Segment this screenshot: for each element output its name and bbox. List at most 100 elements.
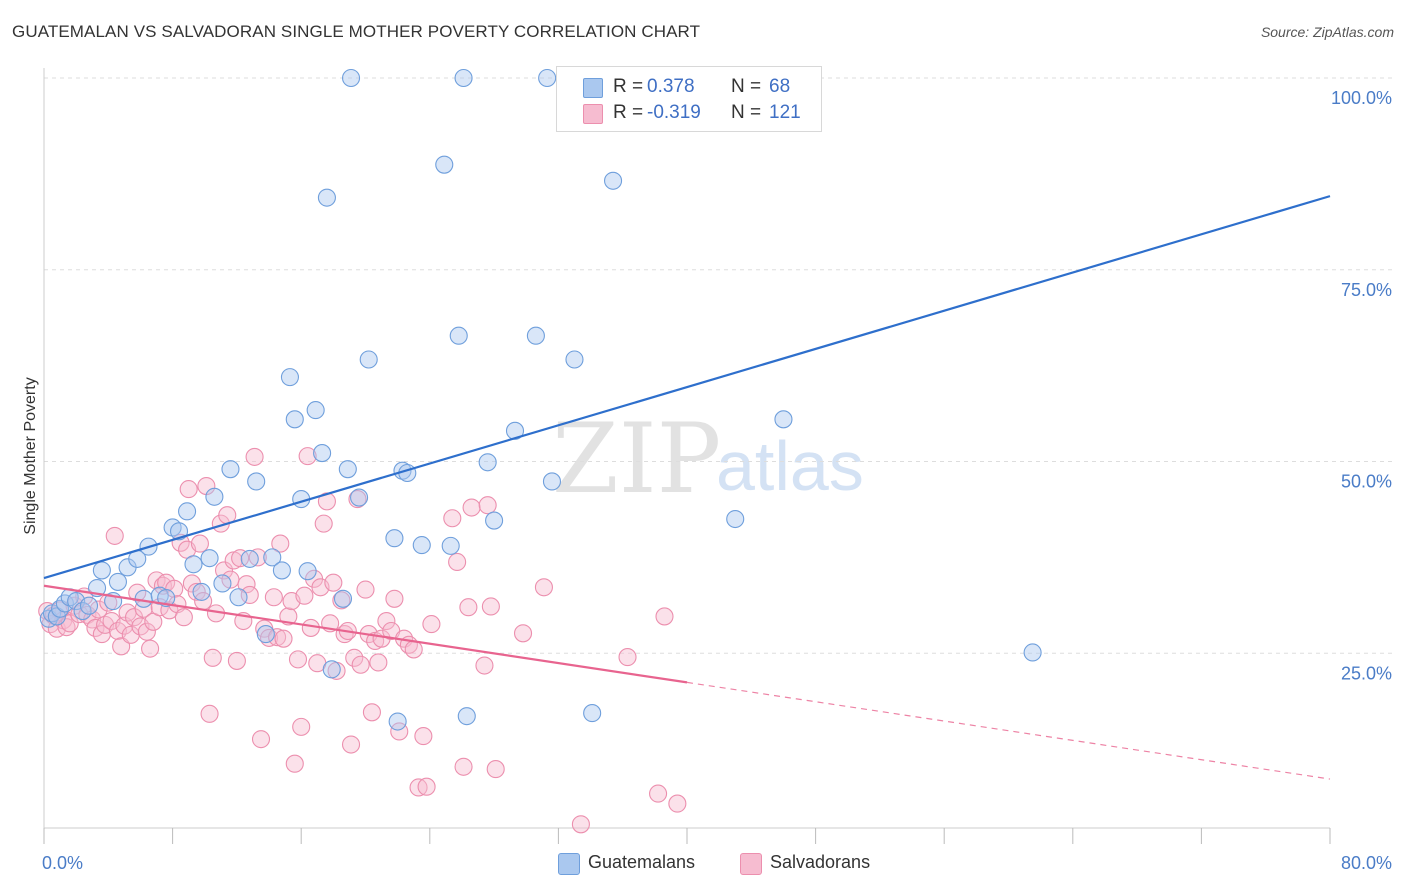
guatemalan-point — [774, 410, 793, 429]
x-tick-label: 0.0% — [42, 853, 83, 873]
salvadoran-point — [245, 447, 264, 466]
salvadoran-point — [214, 561, 234, 580]
guatemalan-point — [221, 460, 240, 479]
axes — [43, 68, 1331, 844]
salvadoran-point — [317, 492, 336, 511]
legend-r-value: -0.319 — [647, 102, 701, 123]
salvadoran-point — [295, 586, 314, 605]
guatemalan-point — [435, 155, 454, 174]
guatemalan-point — [604, 171, 623, 190]
salvadoran-point — [301, 618, 320, 637]
watermark: ZIP atlas — [552, 403, 864, 515]
guatemalan-point — [205, 487, 224, 506]
guatemalan-point — [359, 350, 378, 369]
salvadoran-point — [231, 549, 250, 568]
guatemalan-point — [306, 401, 325, 420]
legend-r-label: R = — [613, 76, 644, 97]
guatemalan-point — [55, 594, 74, 613]
salvadoran-point — [292, 717, 311, 736]
legend-n-label: N = — [731, 102, 762, 123]
guatemalans-points — [39, 68, 1042, 731]
salvadoran-point — [513, 624, 533, 643]
series-label: Salvadorans — [770, 852, 871, 872]
salvadoran-point — [345, 648, 364, 667]
axis-labels: 25.0% 50.0% 75.0% 100.0% 0.0% 80.0% Single Mot… — [22, 88, 1392, 873]
salvadoran-point — [571, 815, 590, 834]
salvadoran-point — [454, 757, 473, 776]
guatemalan-point — [338, 460, 357, 479]
legend-r-value: 0.378 — [647, 76, 695, 97]
salvadoran-point — [179, 480, 198, 499]
guatemalan-point — [457, 707, 476, 726]
salvadoran-point — [203, 648, 222, 667]
watermark-zip: ZIP — [552, 403, 721, 515]
guatemalan-point — [478, 453, 497, 472]
watermark-atlas: atlas — [716, 427, 864, 505]
guatemalan-point — [200, 549, 219, 568]
guatemalan-point — [157, 588, 176, 608]
salvadoran-point — [187, 582, 206, 601]
guatemalan-point — [79, 596, 99, 615]
salvadoran-point — [414, 727, 433, 746]
legend-swatch-blue — [583, 78, 603, 98]
salvadoran-point — [362, 703, 381, 722]
series-swatch-pink — [740, 853, 762, 875]
salvadoran-point — [422, 615, 441, 634]
salvadoran-point — [314, 514, 333, 533]
legend-swatch-pink — [583, 104, 603, 124]
salvadoran-point — [377, 611, 396, 631]
guatemalan-point — [184, 555, 203, 574]
guatemalan-point — [280, 368, 299, 387]
salvadoran-point — [486, 760, 505, 779]
guatemalan-point — [388, 712, 407, 731]
guatemalan-point — [333, 589, 353, 608]
guatemalan-point — [213, 574, 232, 593]
chart-title: GUATEMALAN VS SALVADORAN SINGLE MOTHER P… — [12, 22, 701, 41]
series-swatch-blue — [558, 853, 580, 875]
salvadoran-point — [279, 607, 298, 626]
salvadoran-point — [475, 656, 494, 675]
salvadoran-point — [356, 580, 375, 599]
salvadoran-point — [174, 608, 193, 627]
salvadoran-point — [462, 498, 481, 517]
guatemalan-point — [350, 488, 369, 507]
salvadoran-point — [351, 655, 370, 674]
salvadoran-point — [274, 629, 293, 648]
legend-n-label: N = — [731, 76, 762, 97]
y-tick-label: 50.0% — [1341, 472, 1392, 492]
source-credit: Source: ZipAtlas.com — [1260, 24, 1394, 40]
salvadoran-point — [141, 639, 160, 658]
guatemalan-point — [298, 562, 317, 581]
salvadoran-point — [534, 578, 553, 597]
guatemalan-point — [1023, 643, 1042, 662]
salvadoran-point — [271, 534, 290, 553]
salvadoran-point — [285, 754, 304, 773]
guatemalan-point — [229, 588, 248, 607]
guatemalan-point — [341, 68, 361, 88]
salvadoran-point — [649, 784, 668, 803]
guatemalan-point — [565, 350, 584, 369]
correlation-legend: R = 0.378 N = 68 R = -0.319 N = 121 — [556, 66, 822, 132]
guatemalan-point — [542, 472, 562, 491]
y-tick-label: 25.0% — [1341, 663, 1392, 683]
guatemalan-point — [247, 472, 266, 491]
salvadoran-point — [89, 600, 108, 619]
salvadoran-point — [443, 509, 462, 528]
guatemalan-point — [313, 444, 332, 463]
guatemalan-point — [92, 561, 111, 580]
salvadoran-point — [341, 735, 361, 754]
salvadoran-point — [268, 628, 287, 647]
salvadoran-point — [668, 794, 687, 813]
guatemalan-point — [240, 549, 259, 568]
salvadoran-point — [237, 575, 256, 594]
salvadoran-point — [264, 588, 283, 607]
salvadorans-trend-line — [43, 584, 688, 684]
trend-lines — [43, 195, 1331, 780]
guatemalan-point — [256, 625, 275, 644]
guatemalan-point — [485, 511, 504, 530]
salvadoran-point — [251, 730, 271, 749]
salvadoran-point — [417, 777, 436, 796]
salvadoran-point — [240, 585, 259, 605]
guatemalan-point — [272, 561, 291, 580]
